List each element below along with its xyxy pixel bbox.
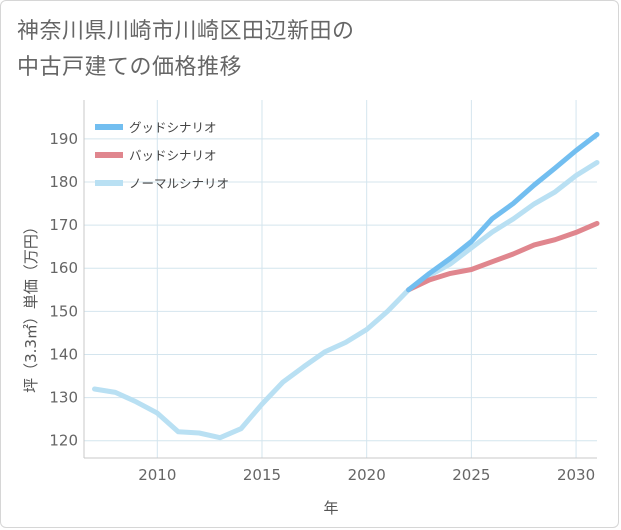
x-tick-label: 2015 xyxy=(243,466,281,484)
legend-label-1: バッドシナリオ xyxy=(129,148,217,163)
y-axis-label: 坪（3.3㎡）単価（万円） xyxy=(22,219,40,393)
y-tick-label: 180 xyxy=(49,173,78,191)
y-tick-label: 120 xyxy=(49,432,78,450)
series-line-1 xyxy=(406,220,600,293)
chart-title-line-2: 中古戸建ての価格推移 xyxy=(17,55,243,80)
grid xyxy=(83,100,597,459)
chart-title: 神奈川県川崎市川崎区田辺新田の 中古戸建ての価格推移 xyxy=(17,14,577,86)
x-axis-label: 年 xyxy=(323,499,338,517)
x-tick-label: 2010 xyxy=(138,466,176,484)
legend-label-2: ノーマルシナリオ xyxy=(129,176,229,191)
y-tick-label: 140 xyxy=(49,345,78,363)
y-tick-label: 170 xyxy=(49,216,78,234)
y-tick-label: 190 xyxy=(49,130,78,148)
series-line-0 xyxy=(406,132,600,293)
y-tick-label: 130 xyxy=(49,389,78,407)
x-tick-label: 2025 xyxy=(452,466,490,484)
x-tick-label: 2030 xyxy=(557,466,595,484)
series-lines xyxy=(92,132,600,441)
legend-label-0: グッドシナリオ xyxy=(129,120,217,135)
chart-title-line-1: 神奈川県川崎市川崎区田辺新田の xyxy=(17,19,355,44)
y-tick-label: 160 xyxy=(49,259,78,277)
x-tick-labels: 2010 2015 2020 2025 2030 xyxy=(138,466,595,484)
x-tick-label: 2020 xyxy=(348,466,386,484)
y-tick-label: 150 xyxy=(49,302,78,320)
y-tick-labels: 120 130 140 150 160 170 180 190 xyxy=(49,130,78,450)
series-line-2 xyxy=(92,160,600,441)
